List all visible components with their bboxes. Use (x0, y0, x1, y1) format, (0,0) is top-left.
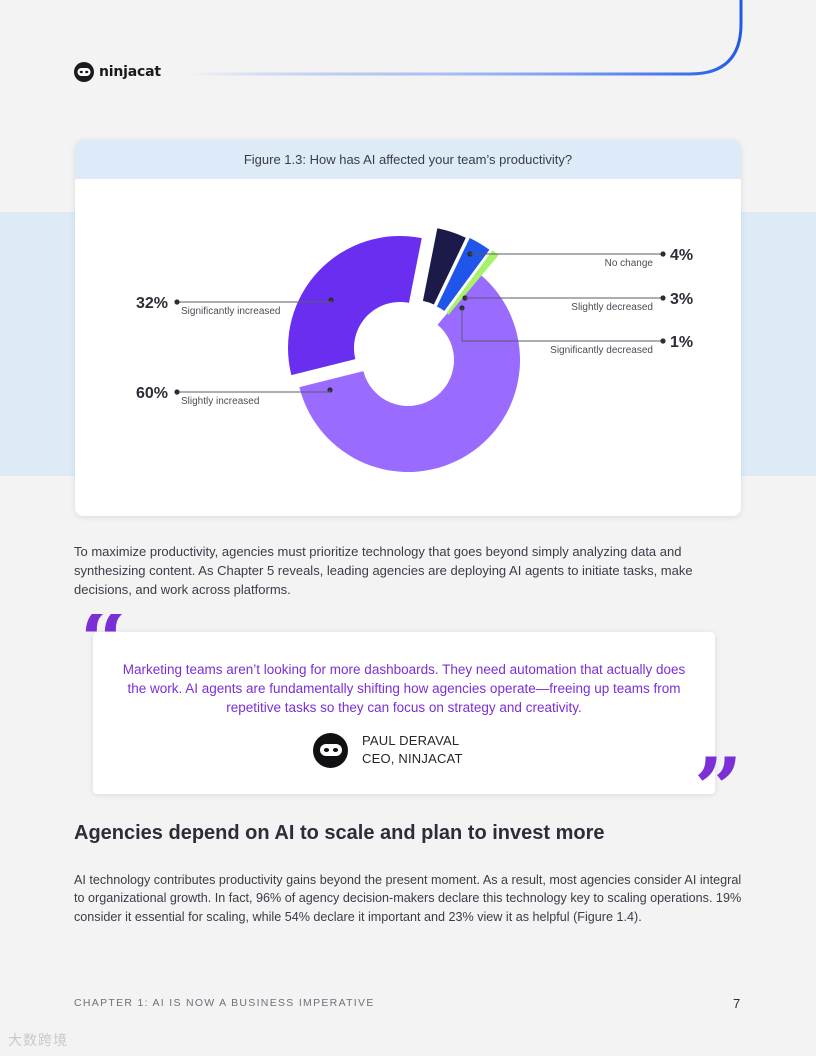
value-label: 32% (136, 295, 168, 312)
brand-logo: ninjacat (74, 62, 161, 82)
close-quote-icon: ” (694, 752, 740, 792)
leader-dot (660, 295, 666, 301)
slice-significantly-decreased (446, 250, 499, 315)
category-label: Slightly decreased (571, 302, 653, 313)
leader-dot (174, 299, 180, 305)
category-label: No change (605, 258, 654, 269)
quote-card: Marketing teams aren’t looking for more … (93, 632, 715, 794)
donut-chart: 60% Slightly increased 32% Significantly in… (136, 228, 693, 472)
leader-dot (327, 387, 333, 393)
leader-dot (660, 338, 666, 344)
svg-text:”: ” (694, 752, 740, 792)
slice-slightly-increased (299, 274, 520, 472)
leader-line (461, 308, 663, 342)
value-label: 3% (670, 291, 693, 308)
slice-significantly-increased (288, 236, 422, 376)
leader-dot (328, 297, 334, 303)
quote-author: PAUL DERAVAL CEO, NINJACAT (313, 732, 463, 768)
figure-card: Figure 1.3: How has AI affected your tea… (75, 140, 741, 516)
figure-caption: Figure 1.3: How has AI affected your tea… (75, 140, 741, 179)
page-number: 7 (733, 996, 741, 1011)
chart-label-slightly-increased: 60% Slightly increased (136, 385, 333, 407)
leader-dot (660, 251, 666, 257)
chart-label-no-change: 4% No change (467, 247, 693, 269)
chart-label-slightly-decreased: 3% Slightly decreased (462, 291, 693, 313)
decorative-arc (185, 0, 743, 76)
category-label: Significantly increased (181, 306, 281, 317)
brand-name: ninjacat (99, 64, 161, 80)
body-paragraph-1: To maximize productivity, agencies must … (74, 544, 693, 597)
value-label: 4% (670, 247, 693, 264)
value-label: 60% (136, 385, 168, 402)
slice-slightly-decreased (436, 237, 490, 311)
value-label: 1% (670, 334, 693, 351)
slice-no-change (422, 228, 466, 305)
leader-dot (459, 305, 465, 311)
section-title: Agencies depend on AI to scale and plan … (74, 822, 605, 844)
chart-label-significantly-decreased: 1% Significantly decreased (459, 305, 693, 356)
chart-label-significantly-increased: 32% Significantly increased (136, 295, 334, 317)
footer-chapter: CHAPTER 1: AI IS NOW A BUSINESS IMPERATI… (74, 997, 375, 1009)
leader-line (177, 390, 331, 393)
leader-line (177, 300, 332, 303)
category-label: Slightly increased (181, 396, 259, 407)
body-paragraph-2: AI technology contributes productivity g… (74, 873, 742, 924)
leader-dot (174, 389, 180, 395)
author-name: PAUL DERAVAL (362, 733, 460, 748)
ninjacat-logo-icon (74, 62, 94, 82)
category-label: Significantly decreased (550, 345, 653, 356)
author-title: CEO, NINJACAT (362, 751, 463, 766)
watermark: 大数跨境 (8, 1032, 68, 1048)
avatar (313, 732, 348, 768)
quote-text: Marketing teams aren’t looking for more … (122, 662, 686, 716)
